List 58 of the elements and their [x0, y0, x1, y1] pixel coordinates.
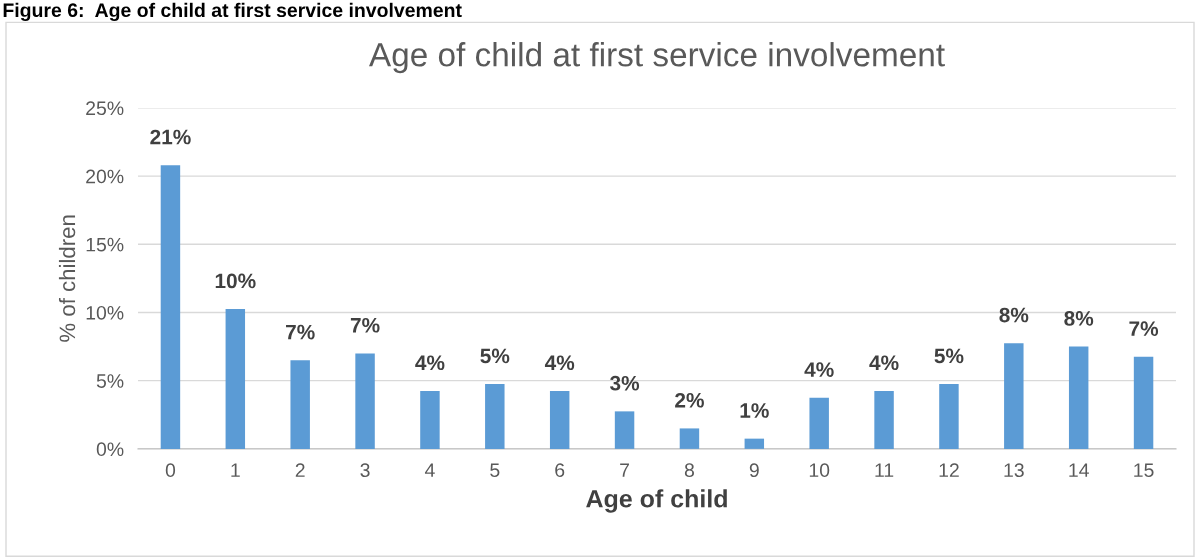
chart-title: Age of child at first service involvement	[369, 42, 945, 74]
x-tick-label: 0	[165, 463, 176, 478]
x-tick-label: 4	[424, 463, 435, 477]
data-label: 7%	[350, 317, 380, 333]
bar	[809, 397, 829, 449]
bar	[420, 390, 440, 449]
data-label: 4%	[415, 355, 445, 371]
data-label: 4%	[544, 355, 575, 371]
bar	[355, 353, 375, 449]
y-tick-label: 0%	[96, 442, 124, 457]
y-tick-label: 15%	[86, 237, 124, 252]
data-label: 5%	[934, 348, 964, 364]
x-tick-label: 11	[875, 463, 894, 477]
data-label: 3%	[609, 375, 640, 391]
y-tick-label: 10%	[86, 305, 124, 320]
x-tick-label: 10	[809, 463, 830, 478]
data-label: 1%	[740, 403, 769, 418]
x-tick-label: 12	[939, 463, 959, 477]
bar	[939, 384, 959, 449]
bar	[614, 411, 635, 449]
bar	[1068, 346, 1089, 449]
bar	[744, 438, 765, 449]
data-label: 5%	[480, 348, 510, 364]
x-tick-label: 3	[360, 463, 370, 478]
bar	[549, 390, 570, 449]
data-label: 4%	[804, 362, 834, 377]
x-tick-label: 9	[749, 463, 759, 478]
x-tick-label: 2	[295, 463, 305, 477]
x-tick-label: 6	[555, 463, 565, 478]
data-label: 8%	[1064, 311, 1094, 326]
bar	[485, 384, 505, 449]
caption: Figure 6: Age of child at first service involvement	[3, 2, 462, 22]
y-tick-label: 20%	[86, 169, 124, 184]
bar	[679, 428, 700, 449]
data-label: 8%	[999, 307, 1029, 323]
x-tick-label: 7	[620, 463, 629, 477]
bar	[290, 360, 310, 449]
x-tick-label: 14	[1069, 463, 1089, 477]
y-tick-label: 25%	[86, 101, 124, 116]
bar	[225, 309, 246, 449]
y-tick-label: 5%	[96, 374, 124, 388]
data-label: 4%	[869, 355, 899, 371]
x-tick-label: 8	[684, 463, 694, 478]
bar	[1004, 343, 1024, 449]
bar	[874, 390, 894, 449]
data-label: 10%	[215, 273, 256, 289]
bar	[160, 165, 181, 449]
x-tick-label: 5	[490, 463, 500, 478]
x-tick-label: 13	[1004, 463, 1024, 478]
data-label: 7%	[286, 324, 315, 340]
bar	[1133, 356, 1154, 449]
x-tick-label: 1	[231, 463, 240, 477]
y-axis-title: % of children	[58, 215, 76, 342]
x-tick-label: 15	[1134, 463, 1154, 478]
x-axis-title: Age of child	[586, 489, 727, 513]
data-label: 7%	[1129, 321, 1159, 336]
data-label: 2%	[675, 392, 704, 408]
data-label: 21%	[150, 129, 191, 145]
